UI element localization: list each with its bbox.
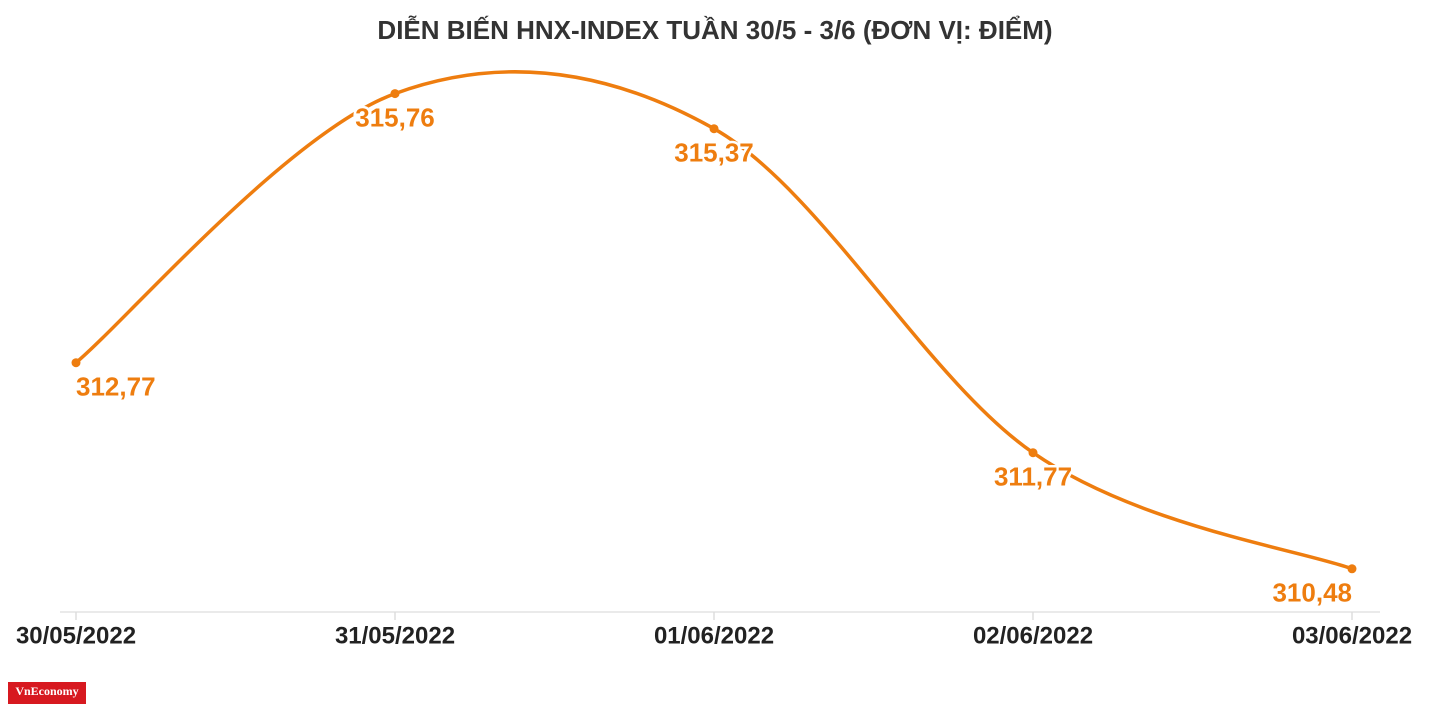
x-tick-label: 30/05/2022 bbox=[16, 622, 136, 649]
point bbox=[71, 358, 81, 368]
x-tick-label: 31/05/2022 bbox=[335, 622, 455, 649]
point bbox=[390, 89, 400, 99]
value-label: 315,37 bbox=[674, 138, 754, 168]
value-label: 310,48 bbox=[1272, 578, 1352, 608]
value-label: 311,77 bbox=[994, 462, 1072, 492]
logo: VnEconomy bbox=[15, 684, 78, 698]
chart-title: DIỄN BIẾN HNX-INDEX TUẦN 30/5 - 3/6 (ĐƠN… bbox=[377, 15, 1052, 45]
point bbox=[709, 124, 719, 134]
point bbox=[1347, 564, 1357, 574]
x-tick-label: 03/06/2022 bbox=[1292, 622, 1412, 649]
x-tick-label: 02/06/2022 bbox=[973, 622, 1093, 649]
x-tick-label: 01/06/2022 bbox=[654, 622, 774, 649]
value-label: 315,76 bbox=[355, 102, 435, 132]
logo-box bbox=[8, 682, 86, 704]
point bbox=[1028, 448, 1038, 458]
value-label: 312,77 bbox=[76, 372, 156, 402]
